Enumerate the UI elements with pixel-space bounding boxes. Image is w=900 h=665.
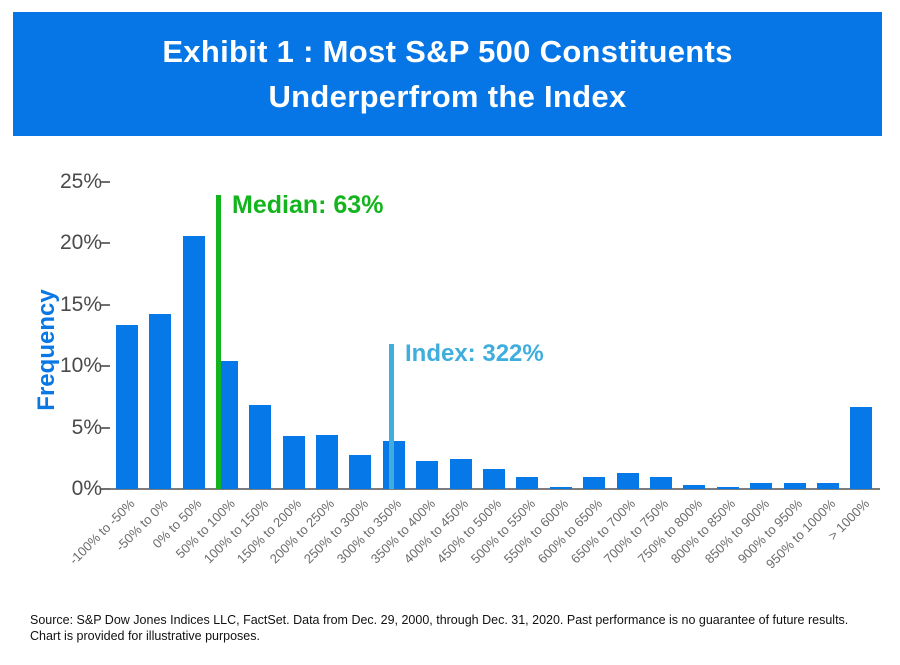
- bar-150% to 200%: [282, 436, 305, 489]
- bar-500% to 550%: [516, 477, 539, 489]
- y-tick-mark-25: [101, 180, 110, 183]
- bar-750% to 800%: [683, 485, 706, 489]
- bar-> 1000%: [850, 407, 873, 489]
- y-tick-label-20: 20%: [59, 231, 102, 254]
- bar-850% to 900%: [750, 483, 773, 489]
- bar-950% to 1000%: [816, 483, 839, 489]
- y-tick-label-15: 15%: [59, 292, 102, 316]
- median-label: Median: 63%: [232, 191, 384, 219]
- bar--100% to -50%: [115, 325, 138, 489]
- bar-350% to 400%: [416, 461, 439, 489]
- bar-400% to 450%: [449, 459, 472, 489]
- source-note: Source: S&P Dow Jones Indices LLC, FactS…: [30, 612, 875, 644]
- bar-0% to 50%: [182, 236, 205, 489]
- bar-900% to 950%: [783, 483, 806, 489]
- bar-600% to 650%: [583, 477, 606, 489]
- title-line-2: Underperfrom the Index: [268, 79, 627, 114]
- bar-50% to 100%: [215, 361, 238, 489]
- source-note-line-2: Chart is provided for illustrative purpo…: [30, 629, 260, 643]
- title-banner: Exhibit 1 : Most S&P 500 Constituents Un…: [13, 12, 882, 136]
- bar-550% to 600%: [549, 487, 572, 489]
- y-tick-mark-10: [101, 365, 110, 367]
- y-tick-label-25: 25%: [59, 169, 102, 193]
- y-tick-label-0: 0%: [71, 477, 102, 500]
- index-line: [389, 344, 395, 489]
- y-tick-label-10: 10%: [59, 354, 102, 377]
- y-tick-mark-20: [101, 242, 110, 244]
- y-tick-mark-15: [101, 303, 110, 306]
- index-label: Index: 322%: [405, 340, 544, 367]
- bar-700% to 750%: [650, 477, 672, 489]
- y-tick-label-5: 5%: [71, 415, 102, 439]
- bar-100% to 150%: [249, 405, 272, 489]
- x-axis-line: [108, 488, 880, 490]
- median-line: [216, 195, 222, 489]
- y-tick-mark-5: [101, 426, 110, 429]
- bar-250% to 300%: [349, 455, 372, 489]
- source-note-line-1: Source: S&P Dow Jones Indices LLC, FactS…: [30, 613, 849, 627]
- bar-800% to 850%: [716, 487, 739, 489]
- bar-450% to 500%: [483, 469, 505, 489]
- title-line-1: Exhibit 1 : Most S&P 500 Constituents: [162, 34, 733, 69]
- bar-650% to 700%: [616, 473, 639, 489]
- y-tick-mark-0: [101, 488, 110, 490]
- bar-200% to 250%: [316, 435, 338, 489]
- bar--50% to 0%: [149, 314, 172, 489]
